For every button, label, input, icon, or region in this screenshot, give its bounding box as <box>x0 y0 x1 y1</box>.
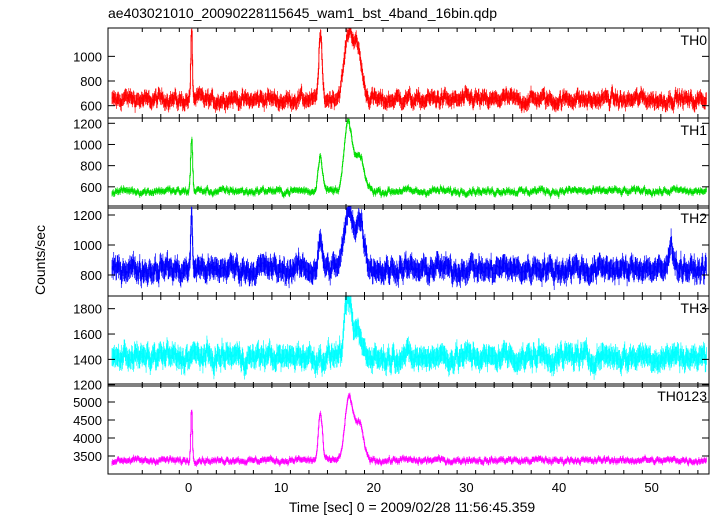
panel-frame <box>107 117 710 209</box>
panel-label: TH1 <box>681 122 708 138</box>
panel-label: TH3 <box>681 300 708 316</box>
panel-frame <box>107 295 710 387</box>
panel-th0: 600 800 1000 TH0 <box>73 27 710 119</box>
panel-th3: 1200 1400 1600 1800 TH3 <box>73 295 710 393</box>
series-th0123 <box>111 392 707 467</box>
y-tick-label: 600 <box>80 99 102 114</box>
series-line <box>111 27 707 108</box>
y-tick-label: 1200 <box>73 116 102 131</box>
y-tick-label: 800 <box>80 268 102 283</box>
series-th3 <box>111 295 707 380</box>
y-tick-label: 1200 <box>73 378 102 393</box>
y-tick-label: 1000 <box>73 238 102 253</box>
panel-th1: 600 800 1000 1200 TH1 <box>73 116 710 209</box>
series-th1 <box>111 118 707 199</box>
series-th0 <box>111 27 707 114</box>
chart-title: ae403021010_20090228115645_wam1_bst_4ban… <box>108 5 497 21</box>
panels-group: 600 800 1000 TH0 600 800 1000 1200 TH1 800 1000 120… <box>73 27 710 475</box>
panel-label: TH2 <box>681 210 708 226</box>
y-tick-label: 1400 <box>73 352 102 367</box>
y-tick-label: 1000 <box>73 49 102 64</box>
y-tick-label: 1800 <box>73 302 102 317</box>
series-line <box>111 207 707 282</box>
y-tick-label: 800 <box>80 74 102 89</box>
panel-label: TH0 <box>681 32 708 48</box>
series-line <box>111 119 707 197</box>
y-tick-label: 1200 <box>73 208 102 223</box>
y-tick-label: 1000 <box>73 137 102 152</box>
y-tick-label: 600 <box>80 180 102 195</box>
y-tick-label: 800 <box>80 159 102 174</box>
panel-th2: 800 1000 1200 TH2 <box>73 205 710 297</box>
y-tick-label: 1600 <box>73 327 102 342</box>
series-line <box>111 295 707 372</box>
series-th2 <box>111 206 707 290</box>
